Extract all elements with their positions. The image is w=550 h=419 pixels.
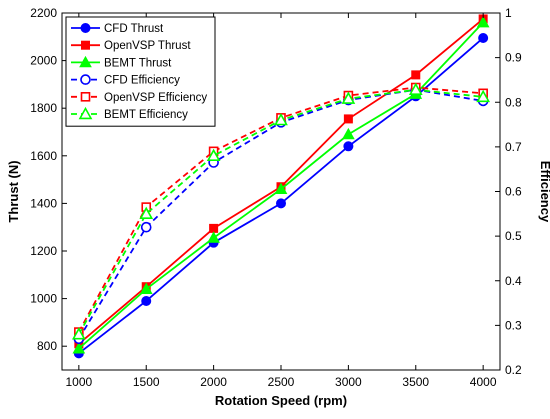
legend-label: OpenVSP Efficiency: [104, 92, 207, 104]
y-left-tick-label: 2000: [30, 54, 57, 68]
y-left-tick-label: 2200: [30, 6, 57, 20]
legend-label: CFD Thrust: [104, 23, 164, 35]
legend-item: CFD Thrust: [71, 23, 164, 35]
data-point: [478, 32, 489, 43]
legend-item: CFD Efficiency: [71, 74, 180, 87]
legend-item: BEMT Efficiency: [71, 106, 188, 121]
series-layer: [71, 14, 491, 359]
y-right-tick-label: 0.3: [505, 318, 522, 332]
y-left-tick-label: 1000: [30, 292, 57, 306]
y-right-tick-label: 0.7: [505, 140, 522, 154]
data-point: [343, 141, 354, 152]
data-point: [139, 206, 154, 220]
data-point: [209, 223, 219, 233]
y-right-tick-label: 0.5: [505, 229, 522, 243]
y-right-tick-label: 0.9: [505, 51, 522, 65]
y-axis-right-title: Efficiency: [538, 161, 550, 223]
y-axis-left-title: Thrust (N): [6, 160, 21, 222]
y-left-tick-label: 1200: [30, 244, 57, 258]
y-left-tick-label: 800: [37, 339, 57, 353]
legend-box: [65, 16, 216, 127]
data-point: [341, 91, 356, 104]
data-point: [206, 148, 221, 161]
legend-label: BEMT Thrust: [104, 57, 172, 69]
data-point: [207, 231, 220, 243]
data-point: [276, 198, 286, 209]
data-point: [140, 221, 152, 233]
x-tick-label: 2500: [268, 375, 295, 389]
data-point: [141, 295, 152, 306]
x-tick-label: 1000: [65, 375, 92, 389]
data-point: [476, 15, 490, 28]
y-right-tick-label: 1: [505, 6, 512, 20]
series-bemt-efficiency: [71, 82, 491, 340]
legend-item: BEMT Thrust: [71, 55, 172, 69]
legend-label: CFD Efficiency: [104, 75, 180, 87]
data-point: [139, 282, 153, 294]
legend-label: OpenVSP Thrust: [104, 40, 191, 52]
legend-label: BEMT Efficiency: [104, 109, 188, 121]
data-point: [71, 327, 86, 340]
data-point: [342, 127, 355, 140]
x-tick-label: 4000: [470, 375, 497, 389]
y-left-tick-label: 1800: [30, 101, 57, 115]
legend-marker: [79, 55, 92, 68]
legend-marker: [80, 92, 91, 102]
y-right-tick-label: 0.8: [505, 95, 522, 109]
y-right-tick-label: 0.4: [505, 274, 522, 288]
legend-item: OpenVSP Efficiency: [71, 92, 207, 104]
data-point: [343, 114, 353, 124]
data-point: [274, 112, 288, 126]
axes-layer: 1000 1500 2000 2500 3000 3500 4000 800 1000 1200 1…: [30, 6, 522, 389]
x-axis-title: Rotation Speed (rpm): [215, 393, 347, 408]
y-left-tick-label: 1400: [30, 196, 57, 210]
y-right-tick-label: 0.6: [505, 185, 522, 199]
legend-marker: [80, 23, 91, 33]
y-right-tick-label: 0.2: [505, 363, 522, 377]
data-point: [274, 182, 288, 195]
x-tick-label: 3000: [335, 375, 362, 389]
data-point: [408, 82, 423, 95]
x-tick-label: 2000: [200, 375, 227, 389]
legend-marker: [78, 106, 93, 120]
x-tick-label: 3500: [402, 375, 429, 389]
x-tick-label: 1500: [133, 375, 160, 389]
data-point: [411, 70, 421, 80]
legend-item: OpenVSP Thrust: [71, 40, 191, 52]
legend: CFD Thrust OpenVSP Thrust BEMT Thrust CFD E…: [65, 16, 216, 127]
legend-marker: [81, 40, 90, 50]
data-point: [476, 89, 491, 103]
data-point: [72, 342, 86, 354]
legend-marker: [80, 74, 91, 85]
y-left-tick-label: 1600: [30, 149, 57, 163]
